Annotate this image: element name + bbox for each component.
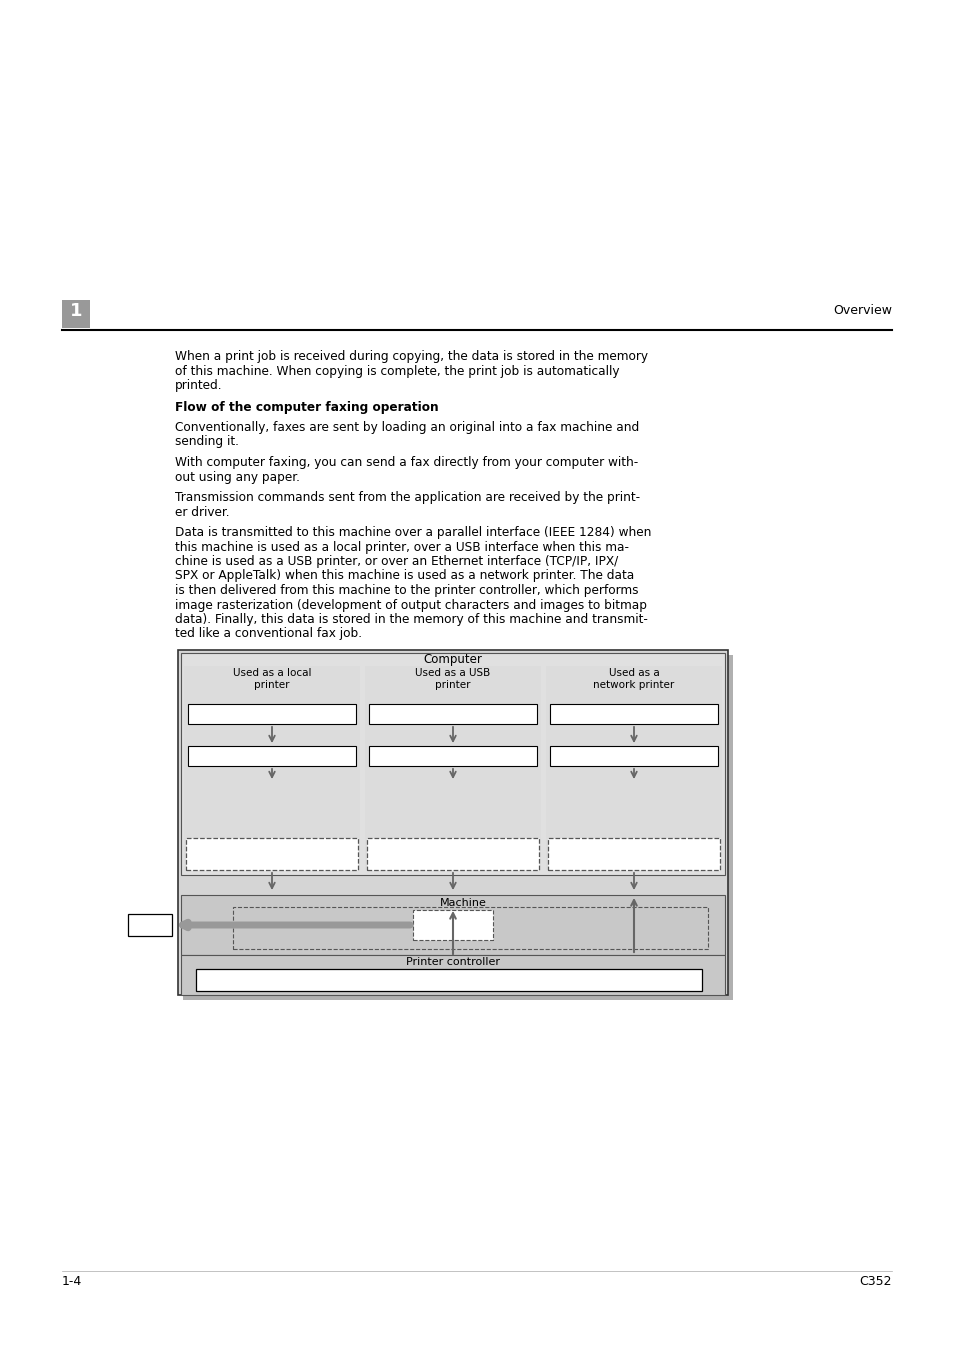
Text: Application: Application xyxy=(242,709,301,719)
Text: is then delivered from this machine to the printer controller, which performs: is then delivered from this machine to t… xyxy=(174,584,638,597)
Text: Printer driver: Printer driver xyxy=(598,751,668,761)
Text: Ethernet (TCP/IP, IPX/: Ethernet (TCP/IP, IPX/ xyxy=(582,844,684,854)
Text: Printer driver: Printer driver xyxy=(237,751,306,761)
Text: 1-4: 1-4 xyxy=(62,1275,82,1288)
Bar xyxy=(367,838,538,870)
Text: C352: C352 xyxy=(859,1275,891,1288)
Text: Used as a
network printer: Used as a network printer xyxy=(593,667,674,689)
Text: SPX, or AppleTalk): SPX, or AppleTalk) xyxy=(591,855,677,865)
Text: Overview: Overview xyxy=(832,304,891,317)
Text: SPX or AppleTalk) when this machine is used as a network printer. The data: SPX or AppleTalk) when this machine is u… xyxy=(174,570,634,582)
Text: With computer faxing, you can send a fax directly from your computer with-: With computer faxing, you can send a fax… xyxy=(174,457,638,469)
Bar xyxy=(188,746,355,766)
Text: sending it.: sending it. xyxy=(174,435,238,449)
Bar xyxy=(369,704,537,724)
Text: Used as a local
printer: Used as a local printer xyxy=(233,667,311,689)
Text: Machine: Machine xyxy=(439,898,486,908)
Bar xyxy=(545,666,721,870)
Text: Application: Application xyxy=(423,709,482,719)
Bar xyxy=(184,666,359,870)
Bar xyxy=(550,704,718,724)
Text: er driver.: er driver. xyxy=(174,505,230,519)
Bar xyxy=(178,650,727,994)
Text: this machine is used as a local printer, over a USB interface when this ma-: this machine is used as a local printer,… xyxy=(174,540,628,554)
Bar xyxy=(183,655,732,1000)
Bar xyxy=(195,969,701,992)
Bar xyxy=(181,955,724,994)
Text: Flow of the computer faxing operation: Flow of the computer faxing operation xyxy=(174,401,438,415)
Bar xyxy=(181,653,724,875)
Text: chine is used as a USB printer, or over an Ethernet interface (TCP/IP, IPX/: chine is used as a USB printer, or over … xyxy=(174,555,618,567)
Bar xyxy=(365,666,540,870)
Text: When a print job is received during copying, the data is stored in the memory: When a print job is received during copy… xyxy=(174,350,647,363)
Text: PS/PCL processing (rasterizing): PS/PCL processing (rasterizing) xyxy=(366,975,539,985)
Bar xyxy=(62,300,90,328)
Bar xyxy=(128,915,172,936)
Text: ted like a conventional fax job.: ted like a conventional fax job. xyxy=(174,627,361,640)
Bar xyxy=(188,704,355,724)
Text: Printer controller: Printer controller xyxy=(406,957,499,967)
Text: Used as a USB
printer: Used as a USB printer xyxy=(415,667,490,689)
Text: Printer driver: Printer driver xyxy=(418,751,487,761)
Text: 1: 1 xyxy=(70,303,82,320)
Bar xyxy=(413,911,493,940)
Text: Transmission commands sent from the application are received by the print-: Transmission commands sent from the appl… xyxy=(174,490,639,504)
Text: Application: Application xyxy=(604,709,662,719)
Text: USB: USB xyxy=(441,848,464,859)
Bar xyxy=(550,746,718,766)
Text: image rasterization (development of output characters and images to bitmap: image rasterization (development of outp… xyxy=(174,598,646,612)
Text: Computer: Computer xyxy=(423,653,482,666)
Text: Conventionally, faxes are sent by loading an original into a fax machine and: Conventionally, faxes are sent by loadin… xyxy=(174,422,639,434)
Text: Data is transmitted to this machine over a parallel interface (IEEE 1284) when: Data is transmitted to this machine over… xyxy=(174,526,651,539)
Text: Print: Print xyxy=(137,920,163,929)
Bar xyxy=(233,907,707,948)
Text: printed.: printed. xyxy=(174,380,222,392)
Bar xyxy=(186,838,357,870)
Text: (IEEE 1284): (IEEE 1284) xyxy=(243,855,300,865)
Text: of this machine. When copying is complete, the print job is automatically: of this machine. When copying is complet… xyxy=(174,365,618,377)
Text: Parallel interface: Parallel interface xyxy=(231,844,313,854)
Text: out using any paper.: out using any paper. xyxy=(174,470,299,484)
Bar xyxy=(181,894,724,955)
Bar xyxy=(547,838,720,870)
Text: data). Finally, this data is stored in the memory of this machine and transmit-: data). Finally, this data is stored in t… xyxy=(174,613,647,626)
Bar xyxy=(369,746,537,766)
